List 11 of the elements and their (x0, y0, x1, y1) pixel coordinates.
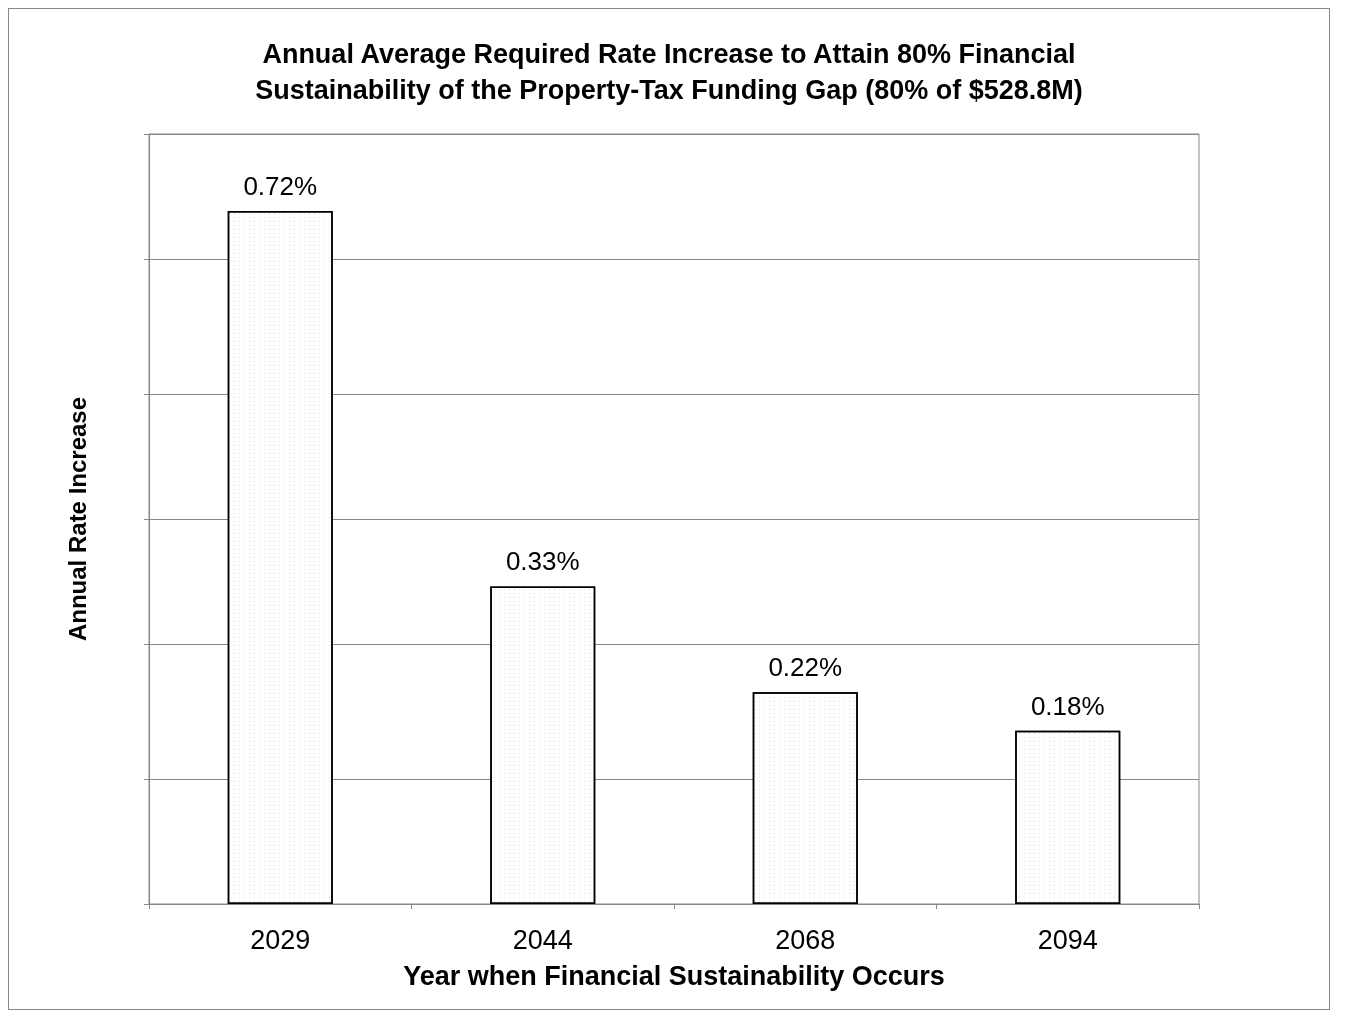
data-label: 0.18% (1030, 690, 1105, 721)
data-label: 0.72% (243, 171, 318, 201)
x-tick-label: 2068 (775, 924, 836, 955)
y-axis-title: Annual Rate Increase (63, 396, 91, 642)
x-tick-label: 2094 (1037, 924, 1098, 955)
x-axis-title: Year when Financial Sustainability Occurs (403, 960, 945, 991)
data-label: 0.33% (505, 546, 580, 577)
chart-title: Annual Average Required Rate Increase to Attain 80% Financial Sustainability of the Property-Tax Funding Gap (80% of $528.8M) (255, 39, 1083, 105)
data-label: 0.22% (768, 652, 843, 683)
x-tick-label: 2029 (250, 924, 311, 955)
x-tick-label: 2044 (512, 924, 573, 955)
